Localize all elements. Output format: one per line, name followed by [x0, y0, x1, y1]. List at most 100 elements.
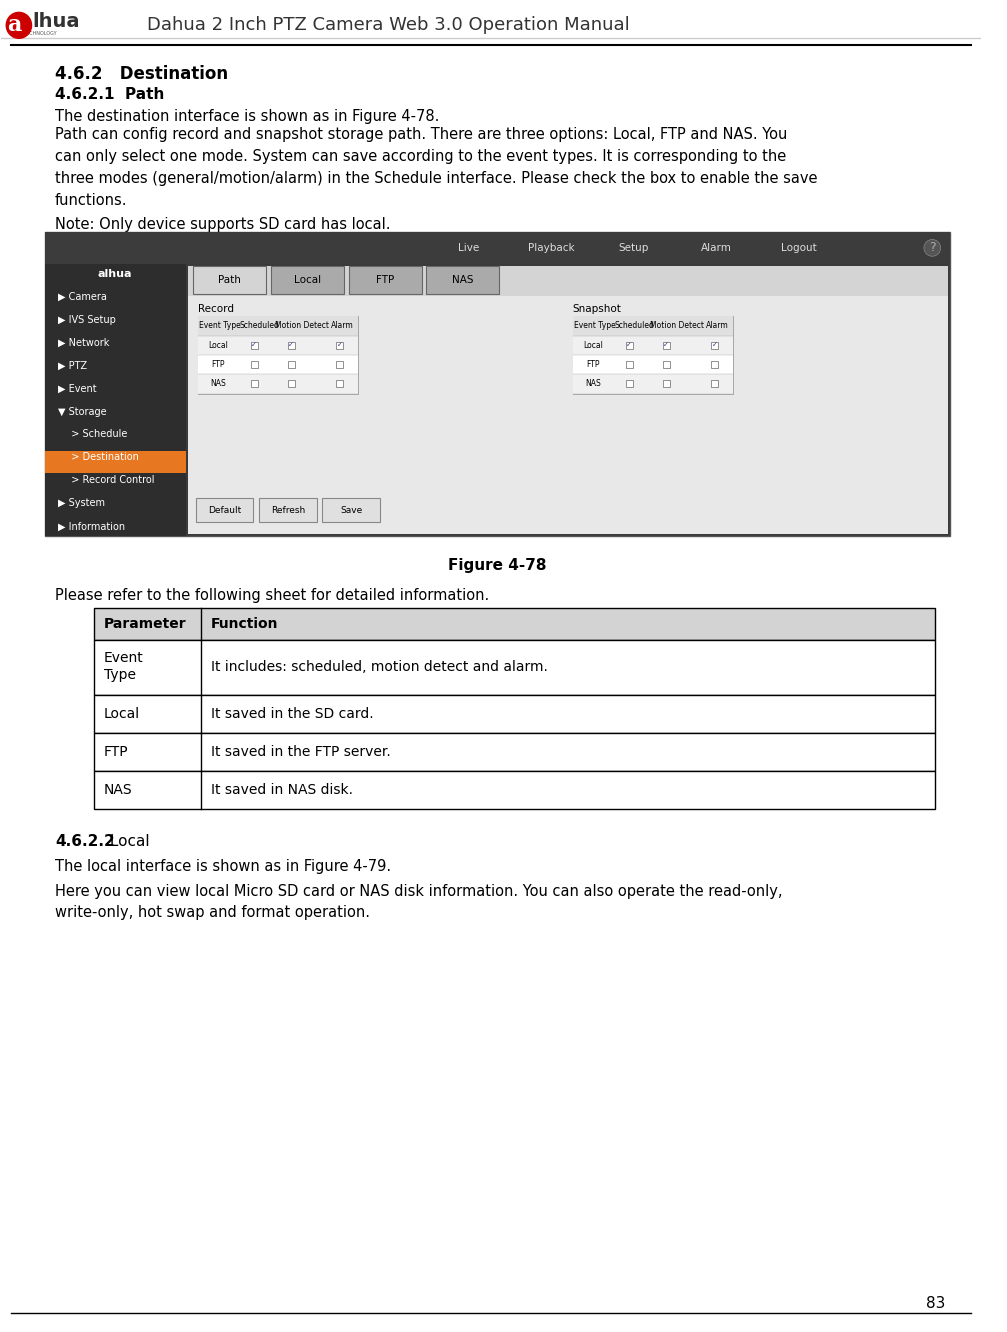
Text: Playback: Playback: [528, 242, 574, 253]
FancyBboxPatch shape: [198, 316, 358, 336]
FancyBboxPatch shape: [573, 316, 733, 393]
FancyBboxPatch shape: [259, 498, 316, 522]
Text: NAS: NAS: [210, 380, 227, 389]
FancyBboxPatch shape: [251, 361, 258, 368]
FancyBboxPatch shape: [251, 342, 258, 349]
FancyBboxPatch shape: [626, 381, 632, 388]
Text: ?: ?: [929, 241, 936, 254]
FancyBboxPatch shape: [712, 381, 718, 388]
FancyBboxPatch shape: [94, 695, 936, 733]
Text: Please refer to the following sheet for detailed information.: Please refer to the following sheet for …: [55, 589, 489, 603]
Text: a: a: [7, 15, 21, 36]
Text: Path can config record and snapshot storage path. There are three options: Local: Path can config record and snapshot stor…: [55, 127, 787, 143]
Text: write-only, hot swap and format operation.: write-only, hot swap and format operatio…: [55, 906, 370, 920]
FancyBboxPatch shape: [198, 316, 358, 393]
Text: Logout: Logout: [781, 242, 817, 253]
Text: Alarm: Alarm: [701, 242, 732, 253]
Text: Default: Default: [208, 506, 242, 515]
FancyBboxPatch shape: [288, 361, 295, 368]
FancyBboxPatch shape: [94, 733, 936, 771]
FancyBboxPatch shape: [251, 381, 258, 388]
FancyBboxPatch shape: [94, 609, 936, 641]
Text: > Schedule: > Schedule: [64, 429, 127, 440]
Text: ✓: ✓: [288, 342, 294, 349]
Text: Motion Detect: Motion Detect: [650, 321, 704, 330]
Text: 4.6.2   Destination: 4.6.2 Destination: [55, 65, 228, 84]
FancyBboxPatch shape: [663, 342, 670, 349]
Text: 4.6.2.1  Path: 4.6.2.1 Path: [55, 87, 164, 103]
Text: 4.6.2.2: 4.6.2.2: [55, 834, 115, 848]
Text: Here you can view local Micro SD card or NAS disk information. You can also oper: Here you can view local Micro SD card or…: [55, 883, 782, 899]
Text: ▶ System: ▶ System: [57, 498, 105, 509]
Text: ▶ IVS Setup: ▶ IVS Setup: [57, 314, 116, 325]
Text: Live: Live: [457, 242, 479, 253]
Text: ▶ Event: ▶ Event: [57, 384, 97, 393]
Text: Local: Local: [104, 707, 140, 721]
Text: ✓: ✓: [337, 342, 342, 349]
Text: Type: Type: [104, 669, 136, 682]
FancyBboxPatch shape: [188, 266, 948, 534]
FancyBboxPatch shape: [288, 381, 295, 388]
Text: FTP: FTP: [586, 360, 600, 369]
FancyBboxPatch shape: [573, 336, 733, 356]
Text: alhua: alhua: [98, 269, 133, 278]
Text: It saved in the FTP server.: It saved in the FTP server.: [210, 745, 391, 759]
Text: ✓: ✓: [626, 342, 632, 349]
Text: Function: Function: [210, 617, 278, 631]
Text: ✓: ✓: [712, 342, 718, 349]
Text: NAS: NAS: [104, 783, 132, 797]
Text: Alarm: Alarm: [330, 321, 353, 330]
FancyBboxPatch shape: [94, 771, 936, 809]
Text: ▼ Storage: ▼ Storage: [57, 406, 107, 417]
FancyBboxPatch shape: [271, 266, 343, 294]
FancyBboxPatch shape: [336, 381, 343, 388]
Circle shape: [6, 12, 31, 39]
FancyBboxPatch shape: [712, 361, 718, 368]
FancyBboxPatch shape: [198, 374, 358, 393]
FancyBboxPatch shape: [322, 498, 380, 522]
Text: NAS: NAS: [452, 274, 473, 285]
FancyBboxPatch shape: [336, 361, 343, 368]
Text: Alarm: Alarm: [706, 321, 728, 330]
FancyBboxPatch shape: [45, 232, 950, 537]
Text: Record: Record: [198, 304, 234, 314]
Text: Dahua 2 Inch PTZ Camera Web 3.0 Operation Manual: Dahua 2 Inch PTZ Camera Web 3.0 Operatio…: [147, 16, 630, 35]
FancyBboxPatch shape: [712, 342, 718, 349]
Text: FTP: FTP: [376, 274, 395, 285]
Text: FTP: FTP: [104, 745, 128, 759]
Text: Setup: Setup: [618, 242, 649, 253]
Text: FTP: FTP: [211, 360, 225, 369]
Text: ▶ Network: ▶ Network: [57, 338, 109, 348]
Text: Local: Local: [583, 341, 603, 350]
Text: It saved in NAS disk.: It saved in NAS disk.: [210, 783, 352, 797]
FancyBboxPatch shape: [45, 452, 186, 473]
FancyBboxPatch shape: [288, 342, 295, 349]
Text: > Record Control: > Record Control: [64, 476, 154, 485]
FancyBboxPatch shape: [198, 336, 358, 356]
Text: lhua: lhua: [32, 12, 80, 31]
Text: Local: Local: [294, 274, 321, 285]
Text: Snapshot: Snapshot: [573, 304, 621, 314]
FancyBboxPatch shape: [348, 266, 422, 294]
Text: TECHNOLOGY: TECHNOLOGY: [23, 31, 56, 36]
Text: The destination interface is shown as in Figure 4-78.: The destination interface is shown as in…: [55, 109, 439, 124]
FancyBboxPatch shape: [188, 296, 948, 534]
Text: Note: Only device supports SD card has local.: Note: Only device supports SD card has l…: [55, 217, 391, 232]
Text: Path: Path: [219, 274, 241, 285]
FancyBboxPatch shape: [663, 361, 670, 368]
FancyBboxPatch shape: [198, 356, 358, 374]
Text: Figure 4-78: Figure 4-78: [448, 558, 547, 573]
Text: > Destination: > Destination: [64, 453, 139, 462]
Text: Scheduled: Scheduled: [614, 321, 655, 330]
Text: ✓: ✓: [664, 342, 670, 349]
Text: It includes: scheduled, motion detect and alarm.: It includes: scheduled, motion detect an…: [210, 661, 548, 674]
Text: Scheduled: Scheduled: [240, 321, 279, 330]
Text: Event Type: Event Type: [574, 321, 616, 330]
FancyBboxPatch shape: [193, 266, 266, 294]
FancyBboxPatch shape: [427, 266, 499, 294]
Text: Event Type: Event Type: [199, 321, 241, 330]
Text: Parameter: Parameter: [104, 617, 186, 631]
FancyBboxPatch shape: [573, 356, 733, 374]
Text: The local interface is shown as in Figure 4-79.: The local interface is shown as in Figur…: [55, 859, 391, 874]
Text: functions.: functions.: [55, 193, 128, 208]
